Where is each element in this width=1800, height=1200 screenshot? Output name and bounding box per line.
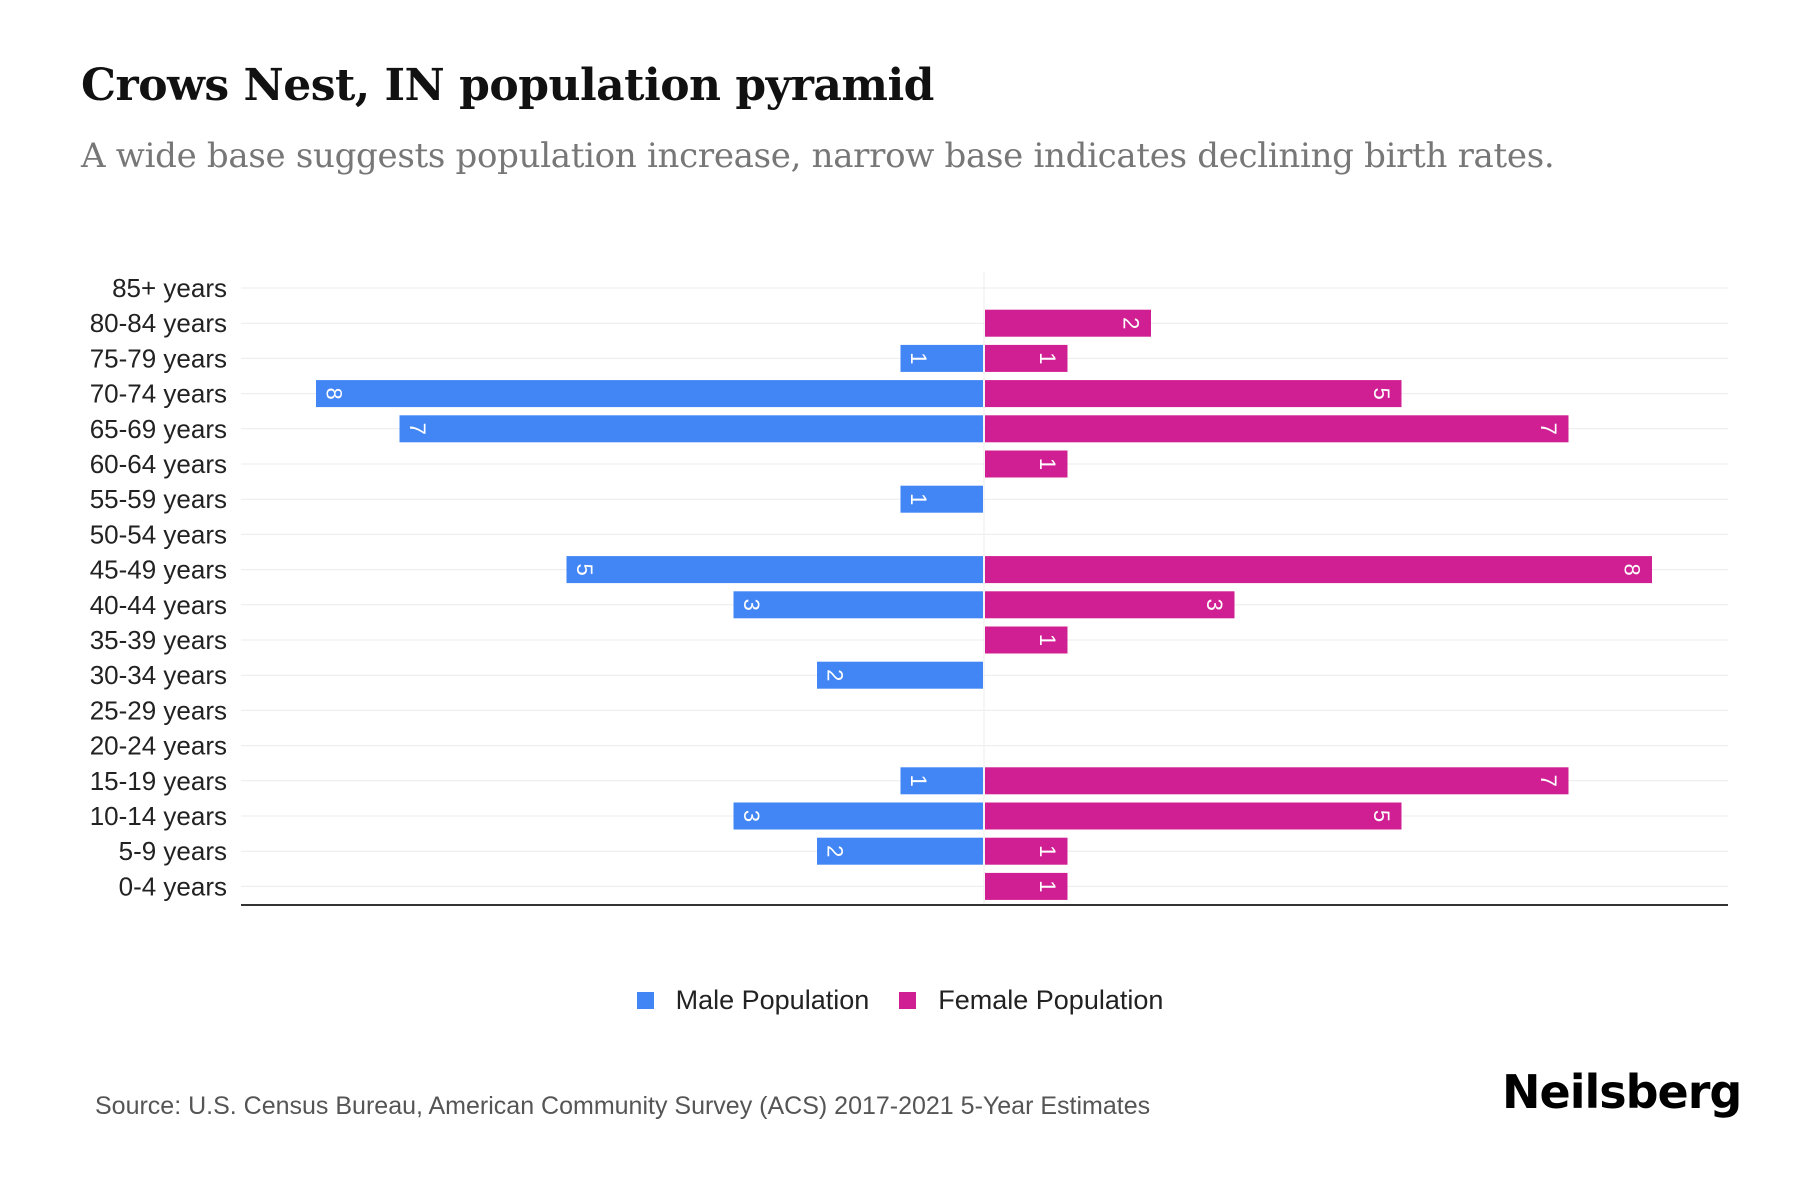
y-tick-label: 20-24 years (90, 731, 227, 761)
y-tick-label: 35-39 years (90, 625, 227, 655)
data-label-female: 2 (1119, 317, 1144, 329)
data-label-female: 5 (1369, 387, 1394, 399)
bar-male[interactable] (900, 767, 984, 795)
data-label-female: 3 (1202, 599, 1227, 611)
data-label-female: 7 (1536, 423, 1561, 435)
bar-male[interactable] (566, 556, 984, 584)
y-tick-label: 75-79 years (90, 343, 227, 373)
bar-female[interactable] (985, 344, 1068, 372)
bar-male[interactable] (900, 485, 984, 513)
chart-title: Crows Nest, IN population pyramid (81, 60, 934, 111)
data-label-male: 2 (823, 845, 848, 857)
bar-female[interactable] (985, 309, 1151, 337)
bar-female[interactable] (985, 380, 1402, 408)
y-tick-label: 0-4 years (119, 871, 227, 901)
neilsberg-logo: Neilsberg (1502, 1065, 1742, 1119)
bar-female[interactable] (985, 591, 1235, 619)
bar-female[interactable] (985, 802, 1402, 830)
data-label-male: 7 (405, 423, 430, 435)
bars (316, 309, 1652, 900)
data-label-female: 5 (1369, 810, 1394, 822)
legend-label-male: Male Population (675, 985, 870, 1015)
bar-male[interactable] (733, 591, 984, 619)
data-label-male: 1 (906, 775, 931, 787)
bar-female[interactable] (985, 872, 1068, 900)
y-tick-label: 80-84 years (90, 308, 227, 338)
data-label-female: 1 (1035, 634, 1060, 646)
bar-male[interactable] (316, 380, 983, 408)
bar-male[interactable] (733, 802, 984, 830)
source-note: Source: U.S. Census Bureau, American Com… (95, 1092, 1151, 1120)
y-tick-label: 45-49 years (90, 555, 227, 585)
bar-male[interactable] (900, 344, 984, 372)
bar-female[interactable] (985, 415, 1569, 443)
legend-label-female: Female Population (938, 985, 1164, 1015)
data-label-male: 5 (572, 563, 597, 575)
y-tick-label: 65-69 years (90, 414, 227, 444)
y-tick-label: 30-34 years (90, 660, 227, 690)
bar-female[interactable] (985, 556, 1652, 584)
legend-swatch-male (636, 992, 654, 1009)
y-tick-label: 25-29 years (90, 695, 227, 725)
data-label-female: 7 (1536, 775, 1561, 787)
y-tick-label: 15-19 years (90, 766, 227, 796)
data-label-male: 8 (322, 387, 347, 399)
bar-female[interactable] (985, 626, 1068, 654)
bar-male[interactable] (817, 661, 983, 689)
data-label-female: 1 (1035, 845, 1060, 857)
y-tick-label: 50-54 years (90, 519, 227, 549)
data-label-male: 1 (906, 493, 931, 505)
legend: Male Population Female Population (0, 985, 1800, 1016)
legend-swatch-female (899, 992, 917, 1009)
gridlines (241, 272, 1728, 905)
y-tick-label: 55-59 years (90, 484, 227, 514)
data-label-female: 8 (1620, 563, 1645, 575)
legend-item-female[interactable]: Female Population (899, 985, 1163, 1016)
y-tick-label: 5-9 years (119, 836, 227, 866)
y-tick-label: 70-74 years (90, 379, 227, 409)
bar-male[interactable] (817, 837, 983, 865)
data-label-female: 1 (1035, 880, 1060, 892)
chart-subtitle: A wide base suggests population increase… (81, 136, 1555, 176)
data-label-male: 3 (739, 810, 764, 822)
y-tick-label: 85+ years (112, 273, 227, 303)
bar-male[interactable] (399, 415, 984, 443)
data-label-male: 1 (906, 352, 931, 364)
y-tick-label: 40-44 years (90, 590, 227, 620)
data-label-male: 2 (823, 669, 848, 681)
y-tick-label: 60-64 years (90, 449, 227, 479)
data-label-female: 1 (1035, 458, 1060, 470)
data-label-male: 3 (739, 599, 764, 611)
bar-female[interactable] (985, 837, 1068, 865)
bar-female[interactable] (985, 767, 1569, 795)
bar-female[interactable] (985, 450, 1068, 478)
y-axis-labels: 85+ years 80-84 years 75-79 years 70-74 yea… (90, 273, 227, 901)
legend-item-male[interactable]: Male Population (636, 985, 870, 1016)
y-tick-label: 10-14 years (90, 801, 227, 831)
data-label-female: 1 (1035, 352, 1060, 364)
